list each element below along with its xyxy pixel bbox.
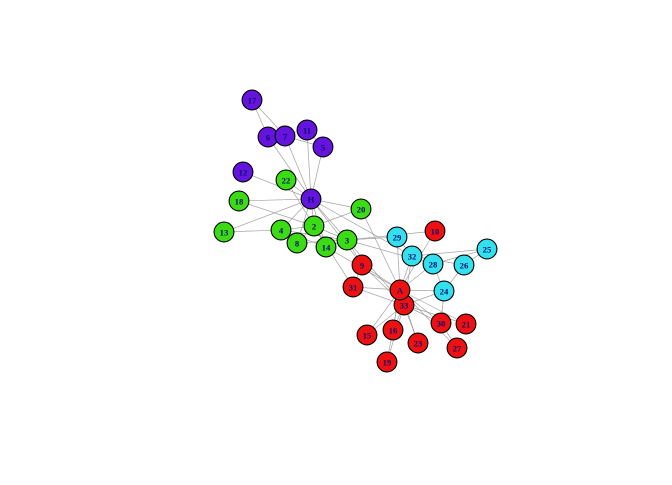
svg-text:23: 23 (414, 338, 423, 348)
svg-text:5: 5 (321, 142, 326, 152)
svg-text:27: 27 (453, 343, 462, 353)
svg-text:11: 11 (303, 125, 311, 135)
svg-text:32: 32 (408, 251, 417, 261)
svg-text:25: 25 (483, 244, 492, 254)
svg-text:18: 18 (235, 196, 244, 206)
svg-text:33: 33 (400, 300, 409, 310)
svg-text:8: 8 (295, 238, 300, 248)
svg-text:31: 31 (349, 282, 358, 292)
svg-text:22: 22 (282, 175, 291, 185)
svg-text:21: 21 (462, 319, 471, 329)
svg-text:13: 13 (220, 227, 229, 237)
svg-text:17: 17 (248, 95, 257, 105)
svg-text:12: 12 (239, 167, 248, 177)
svg-text:4: 4 (279, 225, 284, 235)
svg-text:28: 28 (429, 259, 438, 269)
svg-text:H: H (308, 194, 315, 204)
svg-text:9: 9 (360, 260, 365, 270)
svg-text:14: 14 (322, 242, 331, 252)
svg-text:A: A (397, 285, 404, 295)
svg-text:30: 30 (437, 318, 446, 328)
svg-text:20: 20 (357, 204, 366, 214)
svg-text:6: 6 (266, 132, 271, 142)
svg-text:29: 29 (393, 232, 402, 242)
svg-text:19: 19 (383, 357, 392, 367)
svg-text:16: 16 (389, 325, 398, 335)
svg-text:26: 26 (460, 260, 469, 270)
svg-text:7: 7 (283, 131, 288, 141)
svg-text:15: 15 (363, 330, 372, 340)
svg-text:3: 3 (345, 235, 350, 245)
svg-text:24: 24 (440, 286, 449, 296)
svg-text:2: 2 (312, 221, 316, 231)
svg-text:10: 10 (431, 226, 440, 236)
